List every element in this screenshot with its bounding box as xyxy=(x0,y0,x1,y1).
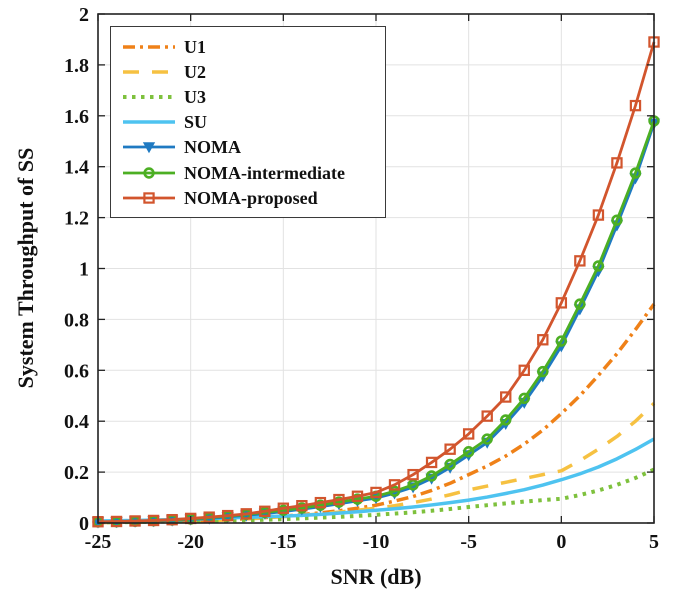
legend-item-noma-intermediate: NOMA-intermediate xyxy=(121,160,381,185)
x-tick-label: -5 xyxy=(460,531,477,553)
legend-item-u1: U1 xyxy=(121,34,381,59)
marker-noma-intermediate xyxy=(462,446,475,458)
legend-label-su: SU xyxy=(184,112,208,133)
legend-label-u1: U1 xyxy=(184,36,206,57)
marker-noma-intermediate xyxy=(574,298,586,310)
legend-swatch-noma-proposed xyxy=(123,192,175,204)
legend-label-noma-proposed: NOMA-proposed xyxy=(184,187,318,208)
y-axis-title: System Throughput of SS xyxy=(13,147,38,389)
y-tick-label: 2 xyxy=(79,4,89,26)
marker-noma-proposed xyxy=(314,496,327,509)
marker-noma-intermediate xyxy=(518,392,530,404)
x-tick-label: -10 xyxy=(363,531,390,553)
marker-noma-proposed xyxy=(277,502,290,514)
y-tick-label: 1.6 xyxy=(64,106,89,128)
y-tick-label: 0 xyxy=(79,513,89,535)
marker-noma-proposed xyxy=(203,511,215,523)
legend: U1 U2 U3 SU NOMA NOMA-intermediate NOMA-propos… xyxy=(110,26,386,219)
y-tick-label: 1 xyxy=(79,259,89,281)
marker-noma-proposed xyxy=(240,508,252,520)
marker-noma-intermediate xyxy=(629,167,642,179)
marker-noma-intermediate xyxy=(481,433,493,445)
y-tick-label: 0.2 xyxy=(64,462,89,484)
legend-swatch-noma xyxy=(123,142,175,154)
marker-noma-proposed xyxy=(147,514,160,527)
legend-swatch-u2 xyxy=(123,70,175,74)
legend-marker-noma-proposed xyxy=(143,192,155,204)
y-tick-label: 1.2 xyxy=(64,208,89,230)
marker-noma-proposed xyxy=(629,99,642,112)
x-tick-label: -15 xyxy=(270,531,297,553)
legend-swatch-u1 xyxy=(123,44,175,49)
marker-noma-proposed xyxy=(481,410,493,422)
y-tick-label: 0.6 xyxy=(64,360,89,382)
y-tick-label: 1.4 xyxy=(64,157,89,179)
legend-label-noma: NOMA xyxy=(184,137,241,158)
legend-marker-noma-intermediate xyxy=(143,166,155,179)
marker-noma-intermediate xyxy=(592,260,605,272)
x-tick-label: -25 xyxy=(85,531,112,553)
marker-noma-proposed xyxy=(574,255,586,267)
marker-noma-proposed xyxy=(296,499,308,512)
legend-label-u2: U2 xyxy=(184,61,206,82)
marker-noma-proposed xyxy=(351,490,364,502)
marker-noma-proposed xyxy=(370,486,382,499)
marker-noma-intermediate xyxy=(444,458,456,471)
marker-noma-proposed xyxy=(166,513,178,526)
marker-noma-proposed xyxy=(388,479,401,491)
legend-item-su: SU xyxy=(121,110,381,135)
marker-noma-intermediate xyxy=(537,365,549,378)
x-tick-label: 0 xyxy=(556,531,566,553)
legend-item-u3: U3 xyxy=(121,84,381,109)
marker-noma-proposed xyxy=(500,391,512,403)
x-axis-title: SNR (dB) xyxy=(330,564,422,589)
marker-noma-intermediate xyxy=(500,414,512,426)
marker-noma-intermediate xyxy=(407,479,419,491)
marker-noma-proposed xyxy=(407,468,419,481)
legend-item-u2: U2 xyxy=(121,59,381,84)
x-tick-label: 5 xyxy=(649,531,659,553)
legend-label-noma-intermediate: NOMA-intermediate xyxy=(184,162,345,183)
marker-noma-proposed xyxy=(555,297,568,309)
marker-noma-proposed xyxy=(518,364,530,377)
marker-noma-proposed xyxy=(110,515,123,528)
marker-noma-proposed xyxy=(129,515,141,527)
marker-noma-proposed xyxy=(425,456,438,469)
legend-swatch-su xyxy=(123,120,175,124)
legend-item-noma: NOMA xyxy=(121,135,381,160)
marker-noma-proposed xyxy=(537,334,549,346)
legend-label-u3: U3 xyxy=(184,86,206,107)
marker-noma-intermediate xyxy=(611,214,623,226)
legend-swatch-noma-intermediate xyxy=(123,166,175,179)
y-tick-label: 1.8 xyxy=(64,55,89,77)
y-tick-label: 0.8 xyxy=(64,309,89,331)
marker-noma-proposed xyxy=(462,428,475,440)
x-tick-label: -20 xyxy=(177,531,204,553)
marker-noma-intermediate xyxy=(555,335,568,347)
legend-swatch-u3 xyxy=(123,94,175,99)
marker-noma-proposed xyxy=(333,493,345,506)
legend-marker-noma xyxy=(142,142,156,154)
marker-noma-proposed xyxy=(444,443,456,455)
marker-noma-proposed xyxy=(592,209,605,221)
marker-noma-intermediate xyxy=(388,485,401,497)
marker-noma-proposed xyxy=(611,157,623,169)
y-tick-label: 0.4 xyxy=(64,411,89,433)
marker-noma-proposed xyxy=(222,509,234,522)
legend-item-noma-proposed: NOMA-proposed xyxy=(121,185,381,210)
marker-noma-intermediate xyxy=(425,470,438,482)
marker-noma-proposed xyxy=(259,505,271,517)
